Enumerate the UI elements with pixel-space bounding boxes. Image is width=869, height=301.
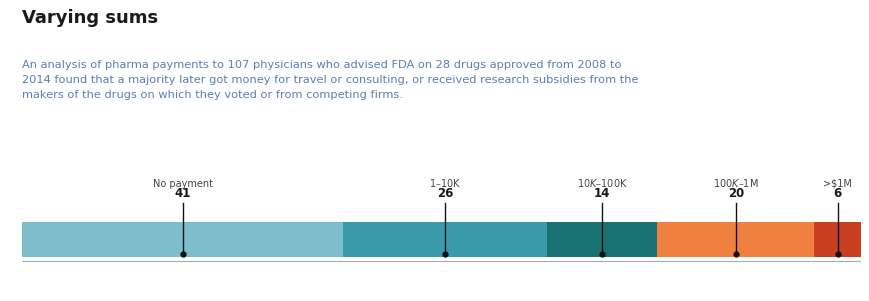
Text: >$1M: >$1M xyxy=(822,179,852,189)
Text: No payment: No payment xyxy=(152,179,212,189)
Text: 41: 41 xyxy=(174,187,190,200)
Text: $10K–$100K: $10K–$100K xyxy=(576,177,627,189)
Text: 20: 20 xyxy=(726,187,743,200)
FancyBboxPatch shape xyxy=(813,222,860,257)
Text: $1–$10K: $1–$10K xyxy=(429,177,461,189)
Text: An analysis of pharma payments to 107 physicians who advised FDA on 28 drugs app: An analysis of pharma payments to 107 ph… xyxy=(22,60,638,100)
Text: 26: 26 xyxy=(437,187,453,200)
FancyBboxPatch shape xyxy=(657,222,813,257)
Text: Varying sums: Varying sums xyxy=(22,9,157,27)
FancyBboxPatch shape xyxy=(22,222,343,257)
Text: 6: 6 xyxy=(833,187,841,200)
Text: 14: 14 xyxy=(594,187,610,200)
Text: $100K–$1M: $100K–$1M xyxy=(713,177,758,189)
FancyBboxPatch shape xyxy=(547,222,657,257)
FancyBboxPatch shape xyxy=(343,222,547,257)
